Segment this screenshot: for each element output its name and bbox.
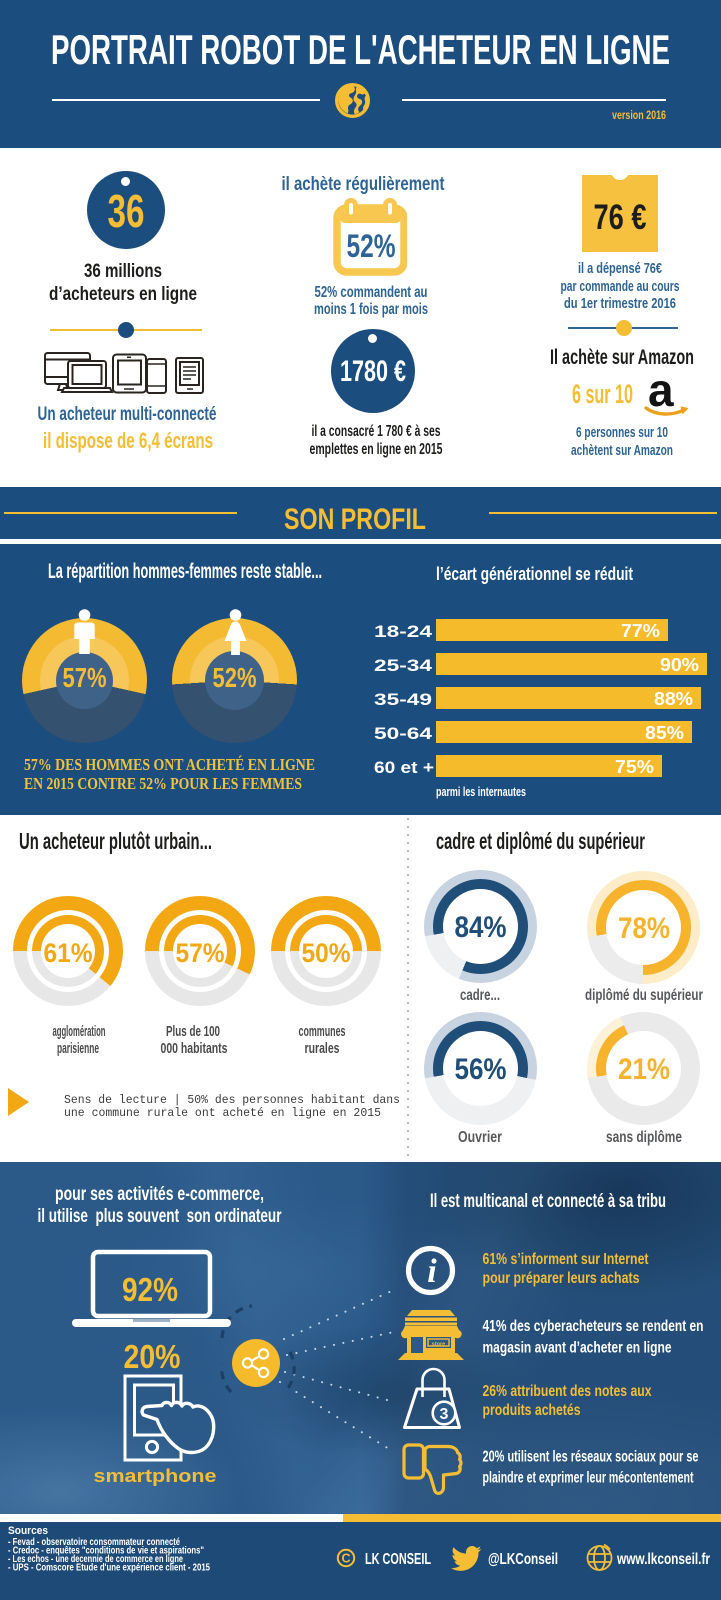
svg-text:36: 36: [108, 185, 145, 237]
svg-text:61%: 61%: [44, 938, 93, 968]
svg-text:il a dépensé 76€: il a dépensé 76€: [578, 260, 662, 277]
svg-text:agglomération: agglomération: [53, 1023, 106, 1040]
svg-text:84%: 84%: [455, 911, 507, 944]
svg-text:www.lkconseil.fr: www.lkconseil.fr: [616, 1551, 710, 1568]
svg-text:52%: 52%: [347, 228, 396, 264]
svg-text:communes: communes: [299, 1023, 346, 1040]
svg-text:26% attribuent des notes aux: 26% attribuent des notes aux: [483, 1383, 652, 1400]
svg-text:50-64: 50-64: [374, 724, 433, 743]
svg-text:parmi les internautes: parmi les internautes: [436, 785, 526, 799]
svg-text:Il achète sur Amazon: Il achète sur Amazon: [550, 346, 694, 369]
svg-text:cadre et diplômé du supérieur: cadre et diplômé du supérieur: [436, 828, 645, 854]
svg-text:rurales: rurales: [305, 1040, 340, 1057]
svg-text:La répartition hommes-femmes r: La répartition hommes-femmes reste stabl…: [48, 560, 322, 583]
svg-text:- Les echos - une decennie de: - Les echos - une decennie de commerce e…: [8, 1554, 183, 1565]
svg-text:du 1er trimestre 2016: du 1er trimestre 2016: [564, 295, 676, 312]
svg-text:d’acheteurs en ligne: d’acheteurs en ligne: [49, 284, 197, 305]
svg-text:i: i: [427, 1253, 437, 1290]
svg-text:parisienne: parisienne: [57, 1040, 99, 1057]
svg-text:il achète régulièrement: il achète régulièrement: [282, 174, 446, 195]
svg-text:pour préparer leurs achats: pour préparer leurs achats: [483, 1270, 640, 1287]
svg-text:PORTRAIT ROBOT DE L'ACHETEUR E: PORTRAIT ROBOT DE L'ACHETEUR EN LIGNE: [51, 26, 670, 73]
svg-text:store: store: [432, 1341, 445, 1347]
svg-text:l’écart générationnel se rédui: l’écart générationnel se réduit: [436, 564, 633, 584]
svg-text:52% commandent au: 52% commandent au: [315, 284, 428, 301]
svg-text:une commune rurale ont acheté: une commune rurale ont acheté en ligne e…: [64, 1106, 381, 1120]
svg-text:25-34: 25-34: [374, 656, 433, 675]
svg-text:85%: 85%: [645, 723, 684, 743]
svg-text:21%: 21%: [618, 1053, 670, 1086]
svg-text:magasin avant d’acheter en lig: magasin avant d’acheter en ligne: [483, 1340, 672, 1357]
svg-text:il a consacré 1 780 € à ses: il a consacré 1 780 € à ses: [312, 423, 441, 440]
svg-text:pour ses activités e-commerce,: pour ses activités e-commerce,: [55, 1183, 264, 1205]
svg-text:smartphone: smartphone: [94, 1466, 217, 1486]
svg-text:50%: 50%: [302, 938, 351, 968]
svg-text:diplômé du supérieur: diplômé du supérieur: [585, 987, 703, 1004]
svg-text:57%: 57%: [176, 938, 225, 968]
svg-text:moins 1 fois par mois: moins 1 fois par mois: [314, 301, 428, 318]
svg-text:- Credoc - enquêtes "condition: - Credoc - enquêtes "conditions de vie e…: [8, 1546, 204, 1557]
svg-text:3: 3: [440, 1406, 449, 1423]
svg-text:57% DES HOMMES ONT ACHETÉ EN L: 57% DES HOMMES ONT ACHETÉ EN LIGNE: [24, 755, 315, 774]
svg-text:a: a: [648, 372, 674, 416]
svg-text:77%: 77%: [621, 621, 660, 641]
svg-text:1780 €: 1780 €: [340, 355, 406, 388]
svg-text:il dispose de 6,4 écrans: il dispose de 6,4 écrans: [43, 428, 213, 453]
svg-text:Un acheteur plutôt urbain...: Un acheteur plutôt urbain...: [19, 828, 212, 854]
svg-text:88%: 88%: [654, 689, 693, 709]
svg-text:41% des cyberacheteurs se rend: 41% des cyberacheteurs se rendent en: [483, 1318, 704, 1335]
svg-text:Un acheteur multi-connecté: Un acheteur multi-connecté: [38, 404, 217, 425]
svg-text:Sources: Sources: [8, 1525, 48, 1537]
svg-text:56%: 56%: [455, 1053, 507, 1086]
svg-text:78%: 78%: [618, 912, 670, 945]
svg-text:20% utilisent les réseaux soci: 20% utilisent les réseaux sociaux pour s…: [483, 1449, 699, 1466]
svg-text:Plus de 100: Plus de 100: [166, 1023, 220, 1040]
svg-text:il utilise plus souvent son: il utilise plus souvent son ordinateur: [38, 1205, 282, 1227]
svg-text:Il est multicanal et connecté: Il est multicanal et connecté à sa tribu: [430, 1191, 666, 1212]
svg-text:- UPS - Comscore Etude d'une e: - UPS - Comscore Etude d'une expérience …: [8, 1563, 210, 1574]
svg-text:- Fevad - observatoire consomm: - Fevad - observatoire consommateur conn…: [8, 1537, 180, 1548]
svg-text:35-49: 35-49: [374, 690, 432, 709]
svg-text:SON PROFIL: SON PROFIL: [284, 503, 426, 536]
svg-text:LK CONSEIL: LK CONSEIL: [365, 1551, 431, 1568]
svg-text:achètent sur Amazon: achètent sur Amazon: [571, 442, 673, 459]
svg-text:Sens de lecture | 50% des pers: Sens de lecture | 50% des personnes habi…: [64, 1093, 400, 1107]
svg-text:92%: 92%: [122, 1271, 178, 1308]
svg-text:57%: 57%: [63, 662, 107, 693]
svg-text:@LKConseil: @LKConseil: [488, 1551, 558, 1568]
svg-text:52%: 52%: [213, 662, 257, 693]
svg-text:6 personnes sur 10: 6 personnes sur 10: [576, 424, 668, 441]
svg-text:sans diplôme: sans diplôme: [606, 1129, 682, 1146]
svg-text:60 et +: 60 et +: [374, 758, 434, 777]
svg-text:C: C: [341, 1552, 350, 1566]
svg-text:produits achetés: produits achetés: [483, 1402, 581, 1419]
svg-text:par commande au cours: par commande au cours: [561, 278, 680, 295]
svg-text:000 habitants: 000 habitants: [161, 1040, 228, 1057]
svg-text:plaindre et exprimer leur méco: plaindre et exprimer leur mécontentement: [483, 1470, 694, 1487]
svg-text:version 2016: version 2016: [612, 108, 666, 122]
svg-text:18-24: 18-24: [374, 622, 433, 641]
svg-text:EN 2015 CONTRE 52% POUR LES FE: EN 2015 CONTRE 52% POUR LES FEMMES: [24, 774, 302, 793]
svg-text:Ouvrier: Ouvrier: [458, 1129, 502, 1146]
svg-text:75%: 75%: [615, 757, 654, 777]
svg-text:61% s’informent sur Internet: 61% s’informent sur Internet: [483, 1251, 649, 1268]
svg-text:90%: 90%: [660, 655, 699, 675]
svg-text:20%: 20%: [124, 1338, 181, 1375]
svg-text:36 millions: 36 millions: [84, 261, 162, 282]
svg-text:76 €: 76 €: [594, 198, 647, 237]
svg-text:6 sur 10: 6 sur 10: [572, 379, 633, 409]
svg-text:cadre...: cadre...: [460, 987, 500, 1004]
svg-text:emplettes en ligne en 2015: emplettes en ligne en 2015: [310, 441, 443, 458]
